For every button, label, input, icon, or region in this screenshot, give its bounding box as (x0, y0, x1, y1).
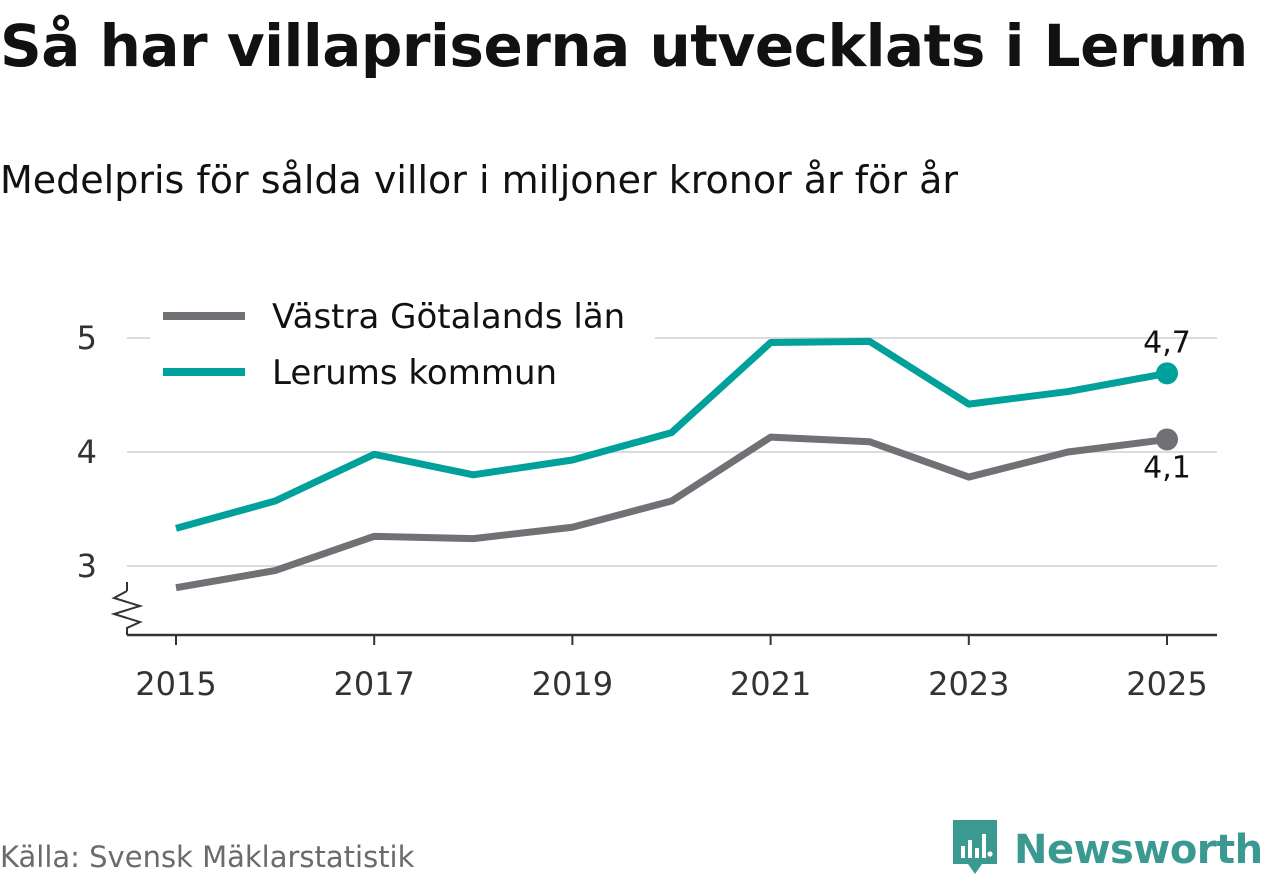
y-tick-label: 5 (77, 319, 97, 357)
y-tick-label: 3 (77, 547, 97, 585)
series (175, 337, 1178, 592)
legend-label: Lerums kommun (272, 353, 557, 393)
axes: 3 4 5 2015 2017 2019 2021 2023 2025 (77, 319, 1217, 703)
source-note: Källa: Svensk Mäklarstatistik (0, 840, 415, 874)
y-tick-label: 4 (77, 433, 97, 471)
brand-logo[interactable]: Newsworthy (950, 818, 1262, 882)
end-value-label: 4,1 (1143, 450, 1191, 485)
series-line-1 (175, 337, 1168, 532)
chart-subtitle: Medelpris för sålda villor i miljoner kr… (0, 158, 959, 202)
x-tick-label: 2015 (135, 665, 216, 703)
legend-label: Västra Götalands län (272, 297, 625, 337)
chart-title: Så har villapriserna utvecklats i Lerum (0, 12, 1248, 80)
end-labels: 4,1 4,7 (1143, 325, 1191, 485)
x-tick-label: 2021 (730, 665, 811, 703)
end-value-label: 4,7 (1143, 325, 1191, 360)
series-end-marker-1 (1156, 362, 1178, 385)
x-tick-label: 2023 (928, 665, 1009, 703)
brand-name: Newsworthy (1014, 827, 1262, 873)
series-line-0 (175, 433, 1168, 592)
legend-box (150, 290, 655, 400)
series-end-marker-0 (1156, 428, 1178, 451)
legend: Västra Götalands län Lerums kommun (150, 290, 655, 400)
newsworthy-logo-icon (950, 818, 1000, 882)
x-tick-label: 2025 (1126, 665, 1207, 703)
x-tick-label: 2019 (532, 665, 613, 703)
x-tick-label: 2017 (333, 665, 414, 703)
axis-break-icon (110, 590, 144, 635)
